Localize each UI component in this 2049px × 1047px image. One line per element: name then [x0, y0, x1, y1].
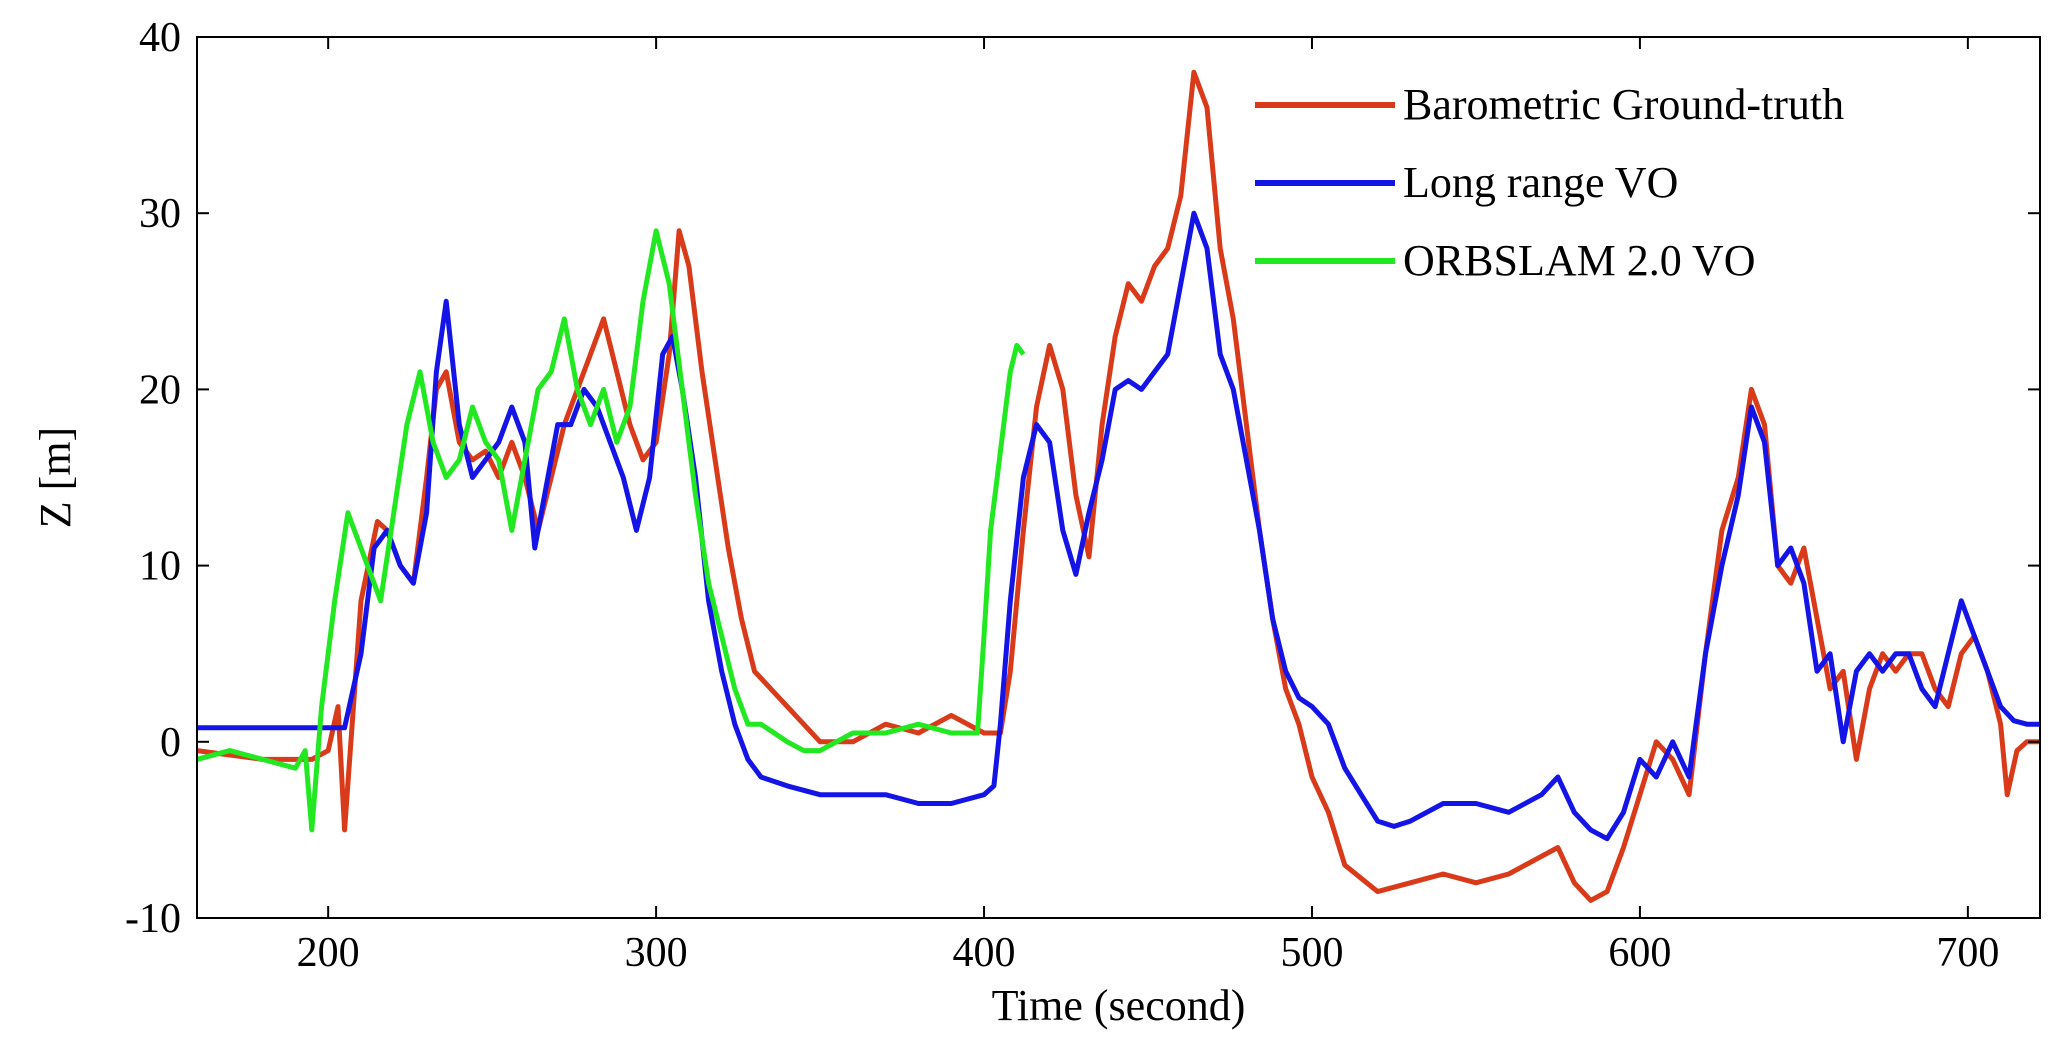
plot-area: [196, 69, 2040, 903]
legend-label: Barometric Ground-truth: [1403, 80, 1844, 129]
legend: Barometric Ground-truth Long range VO ORBS…: [1255, 80, 1844, 285]
series-line-1: [196, 69, 2040, 903]
legend-label: ORBSLAM 2.0 VO: [1403, 236, 1755, 285]
y-axis: -10 0 10 20 30 40: [125, 15, 2040, 942]
y-tick-label: 40: [139, 15, 181, 61]
x-tick-label: 200: [297, 930, 360, 976]
x-tick-label: 700: [1936, 930, 1999, 976]
y-tick-label: 20: [139, 367, 181, 413]
legend-label: Long range VO: [1403, 158, 1678, 207]
x-tick-label: 600: [1608, 930, 1671, 976]
x-tick-label: 500: [1280, 930, 1343, 976]
y-axis-label: Z [m]: [31, 427, 80, 528]
y-tick-label: 0: [160, 720, 181, 766]
y-tick-label: 10: [139, 544, 181, 590]
y-tick-label: 30: [139, 191, 181, 237]
y-tick-label: -10: [125, 896, 181, 942]
x-axis: 200 300 400 500 600 700: [297, 37, 1999, 976]
x-tick-label: 400: [953, 930, 1016, 976]
x-axis-label: Time (second): [992, 981, 1246, 1030]
x-tick-label: 300: [625, 930, 688, 976]
plot-frame: [196, 36, 2041, 919]
series-line-2: [197, 210, 2040, 842]
series-line-3: [196, 228, 1026, 833]
